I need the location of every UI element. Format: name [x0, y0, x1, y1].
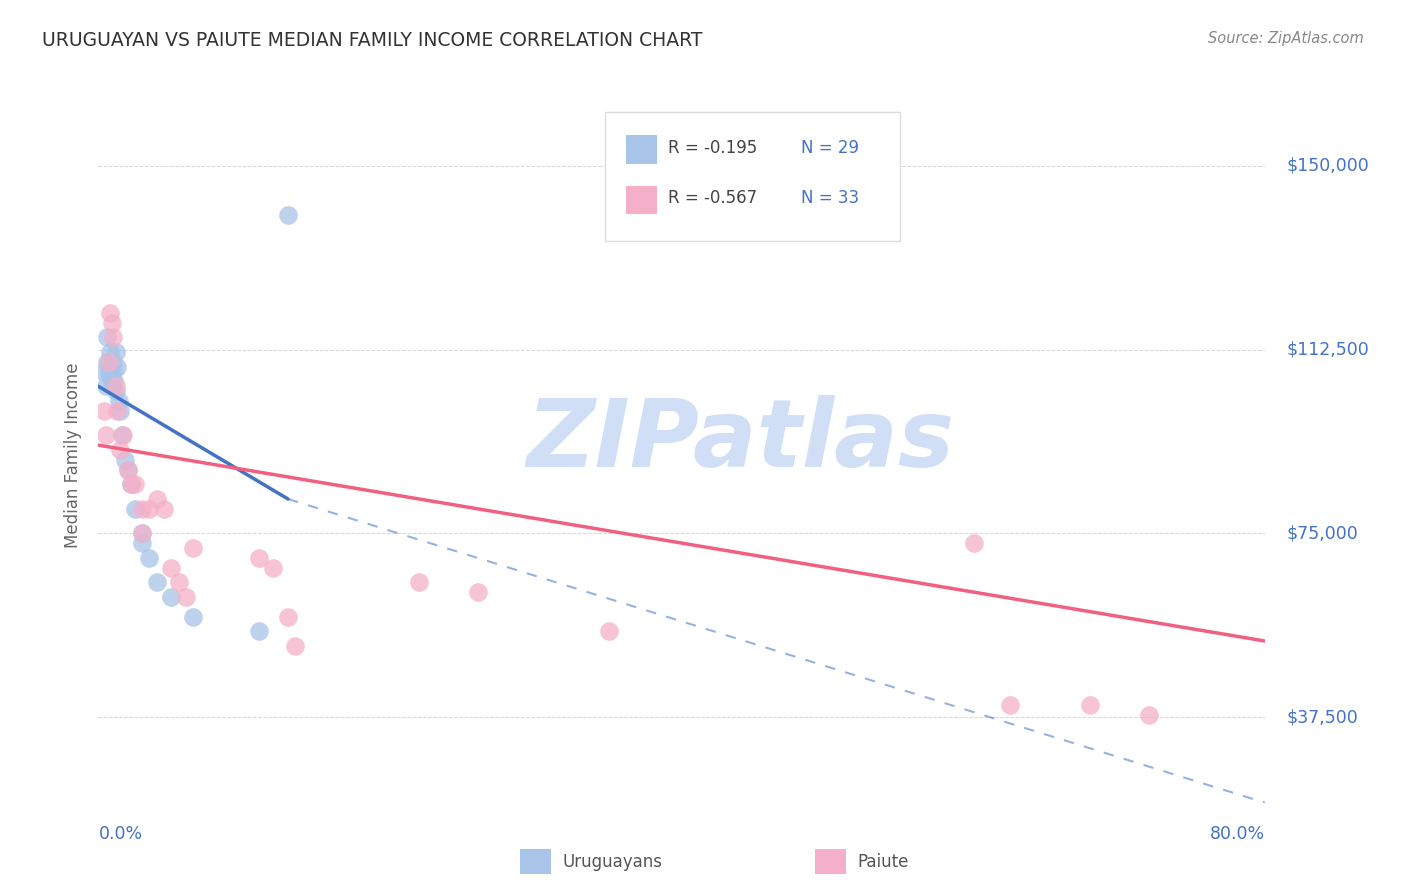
Point: [101, 330, 124, 344]
Point: [101, 355, 124, 369]
Point: [96, 355, 118, 369]
Point: [167, 575, 190, 590]
Point: [174, 590, 197, 604]
Point: [97, 355, 120, 369]
Point: [131, 526, 153, 541]
Text: $150,000: $150,000: [1286, 157, 1369, 175]
Point: [284, 639, 307, 653]
Point: [111, 428, 134, 442]
Point: [101, 365, 124, 379]
Point: [100, 379, 122, 393]
Point: [120, 477, 142, 491]
Point: [117, 462, 139, 476]
Text: N = 33: N = 33: [801, 189, 859, 207]
Point: [598, 624, 620, 639]
Point: [146, 491, 169, 506]
Point: [100, 316, 122, 330]
Point: [112, 428, 135, 442]
Point: [120, 477, 142, 491]
Point: [94, 379, 117, 393]
Point: [138, 501, 160, 516]
Y-axis label: Median Family Income: Median Family Income: [65, 362, 83, 548]
Point: [103, 375, 125, 389]
Point: [181, 541, 204, 555]
Point: [97, 365, 120, 379]
Point: [98, 345, 121, 359]
Point: [153, 501, 176, 516]
Point: [467, 585, 489, 599]
Text: R = -0.567: R = -0.567: [668, 189, 756, 207]
Point: [262, 560, 284, 574]
Point: [131, 526, 153, 541]
Point: [962, 536, 984, 550]
Point: [181, 609, 204, 624]
Point: [408, 575, 430, 590]
Point: [98, 306, 121, 320]
Text: R = -0.195: R = -0.195: [668, 138, 756, 157]
Text: $75,000: $75,000: [1286, 524, 1358, 542]
Point: [131, 501, 153, 516]
Point: [160, 560, 183, 574]
Point: [96, 330, 118, 344]
Point: [1080, 698, 1102, 712]
Point: [93, 365, 115, 379]
Point: [110, 404, 132, 418]
Point: [104, 384, 127, 399]
Point: [247, 624, 270, 639]
Text: Uruguayans: Uruguayans: [562, 853, 662, 871]
Point: [93, 404, 115, 418]
Text: N = 29: N = 29: [801, 138, 859, 157]
Point: [98, 369, 121, 384]
Text: ZIPatlas: ZIPatlas: [526, 395, 955, 487]
Point: [105, 404, 128, 418]
Point: [114, 452, 136, 467]
Point: [110, 443, 132, 458]
Text: Source: ZipAtlas.com: Source: ZipAtlas.com: [1208, 31, 1364, 46]
Text: URUGUAYAN VS PAIUTE MEDIAN FAMILY INCOME CORRELATION CHART: URUGUAYAN VS PAIUTE MEDIAN FAMILY INCOME…: [42, 31, 703, 50]
Point: [160, 590, 183, 604]
Point: [108, 394, 131, 409]
Point: [247, 550, 270, 565]
Text: 80.0%: 80.0%: [1211, 825, 1265, 843]
Point: [104, 345, 127, 359]
Point: [277, 208, 299, 222]
Point: [138, 550, 160, 565]
Point: [131, 536, 153, 550]
Text: Paiute: Paiute: [858, 853, 910, 871]
Point: [998, 698, 1021, 712]
Point: [124, 501, 146, 516]
Point: [104, 379, 127, 393]
Text: $112,500: $112,500: [1286, 341, 1369, 359]
Text: $37,500: $37,500: [1286, 708, 1358, 726]
Point: [146, 575, 169, 590]
Point: [124, 477, 146, 491]
Point: [117, 462, 139, 476]
Text: 0.0%: 0.0%: [98, 825, 142, 843]
Point: [105, 359, 128, 374]
Point: [1137, 707, 1160, 722]
Point: [94, 428, 117, 442]
Point: [277, 609, 299, 624]
